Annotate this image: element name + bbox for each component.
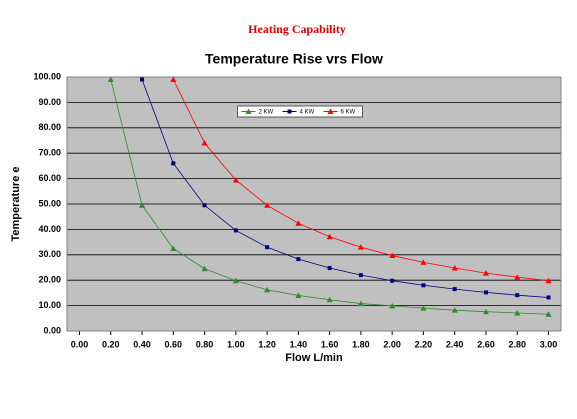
chart-title: Temperature Rise vrs Flow [205, 51, 383, 67]
marker [170, 245, 177, 251]
marker [232, 277, 239, 284]
marker [327, 266, 332, 271]
x-tick-label: 1.40 [290, 339, 308, 349]
marker [452, 287, 457, 292]
x-tick-label: 2.40 [446, 339, 464, 349]
y-tick-label: 30.00 [38, 249, 61, 259]
marker [389, 302, 396, 309]
marker [389, 252, 396, 259]
series-line [141, 79, 549, 298]
marker [107, 76, 114, 83]
x-tick-label: 0.00 [71, 339, 89, 349]
x-tick-label: 1.20 [258, 339, 276, 349]
y-axis-label: Temperature e [10, 167, 22, 242]
y-tick-label: 90.00 [38, 97, 61, 107]
marker [139, 202, 146, 208]
x-tick-label: 1.60 [321, 339, 339, 349]
marker [296, 257, 301, 262]
marker [514, 274, 521, 280]
plot-border [66, 76, 562, 332]
x-tick-label: 1.00 [227, 339, 245, 349]
marker [451, 307, 458, 313]
marker [265, 245, 270, 250]
marker [420, 259, 427, 265]
y-tick-label: 0.00 [43, 325, 61, 335]
marker [357, 300, 364, 307]
marker [514, 309, 521, 316]
marker [264, 202, 271, 208]
marker [232, 177, 239, 183]
marker [140, 77, 145, 82]
x-tick-label: 2.20 [415, 339, 433, 349]
marker [171, 161, 176, 166]
marker [420, 305, 427, 311]
x-tick-label: 1.80 [352, 339, 370, 349]
legend-marker [287, 109, 292, 114]
marker [201, 140, 208, 146]
marker [515, 293, 520, 298]
legend-label: 2 KW [259, 110, 274, 116]
legend-label: 4 KW [300, 110, 315, 116]
marker [545, 277, 552, 284]
x-tick-label: 0.20 [102, 339, 120, 349]
marker [202, 203, 207, 208]
marker [295, 292, 302, 298]
marker [421, 283, 426, 288]
marker [170, 76, 177, 83]
marker [326, 233, 333, 240]
legend-box [237, 105, 363, 118]
legend-marker [245, 108, 252, 114]
page-title: Heating Capability [248, 22, 346, 36]
x-tick-label: 0.60 [165, 339, 183, 349]
y-tick-label: 40.00 [38, 224, 61, 234]
x-tick-label: 0.40 [133, 339, 151, 349]
x-tick-label: 2.80 [508, 339, 526, 349]
y-tick-label: 10.00 [38, 300, 61, 310]
marker [264, 286, 271, 293]
marker [482, 270, 489, 276]
x-tick-label: 2.60 [477, 339, 495, 349]
x-tick-label: 0.80 [196, 339, 214, 349]
marker [390, 278, 395, 283]
marker [451, 265, 458, 271]
y-tick-label: 60.00 [38, 173, 61, 183]
legend-marker [327, 108, 334, 114]
x-tick-label: 3.00 [540, 339, 558, 349]
y-tick-label: 100.00 [33, 71, 61, 81]
legend-label: 6 KW [341, 110, 356, 116]
marker [295, 220, 302, 226]
y-tick-label: 70.00 [38, 148, 61, 158]
y-tick-label: 20.00 [38, 275, 61, 285]
marker [358, 273, 363, 278]
x-axis-label: Flow L/min [285, 352, 343, 364]
marker [546, 295, 551, 300]
marker [483, 290, 488, 295]
marker [357, 244, 364, 250]
y-tick-label: 80.00 [38, 122, 61, 132]
x-tick-label: 2.00 [383, 339, 401, 349]
marker [545, 311, 552, 317]
marker [201, 265, 208, 272]
y-tick-label: 50.00 [38, 198, 61, 208]
marker [233, 228, 238, 233]
marker [326, 296, 333, 303]
marker [482, 308, 489, 315]
